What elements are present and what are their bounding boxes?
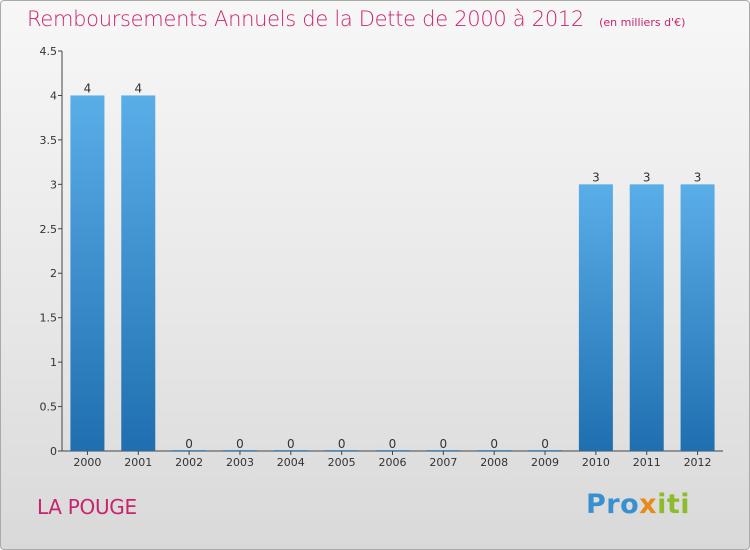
y-tick-label: 1: [50, 356, 57, 369]
logo-part-1: Pro: [586, 489, 640, 520]
y-tick-label: 4: [50, 89, 57, 102]
bar-value-label: 4: [84, 81, 92, 95]
bar-value-label: 3: [592, 170, 600, 184]
bar: [629, 184, 664, 452]
bar-value-label: 0: [338, 437, 346, 451]
x-tick-label: 2004: [277, 456, 305, 469]
bar-value-label: 3: [643, 170, 651, 184]
bar-value-label: 3: [694, 170, 702, 184]
y-tick-label: 2: [50, 267, 57, 280]
bar-value-label: 0: [440, 437, 448, 451]
x-tick-label: 2003: [226, 456, 254, 469]
bar-value-label: 0: [236, 437, 244, 451]
bar: [70, 95, 105, 451]
y-tick-label: 2.5: [40, 223, 58, 236]
chart-title-text: Remboursements Annuels de la Dette de 20…: [27, 7, 584, 31]
y-tick-label: 3.5: [40, 134, 58, 147]
y-tick-label: 0.5: [40, 401, 58, 414]
logo-part-2: x: [639, 489, 658, 520]
x-tick-label: 2011: [633, 456, 661, 469]
proxiti-logo[interactable]: Proxiti: [586, 489, 690, 520]
commune-name: LA POUGE: [37, 495, 137, 519]
x-tick-label: 2002: [175, 456, 203, 469]
y-tick-label: 3: [50, 178, 57, 191]
bar: [578, 184, 613, 452]
bar-value-label: 0: [490, 437, 498, 451]
x-tick-label: 2012: [684, 456, 712, 469]
bar-value-label: 0: [287, 437, 295, 451]
x-tick-label: 2000: [73, 456, 101, 469]
x-tick-label: 2010: [582, 456, 610, 469]
y-tick-label: 1.5: [40, 312, 58, 325]
x-tick-label: 2008: [480, 456, 508, 469]
bar-value-label: 0: [389, 437, 397, 451]
y-tick-label: 0: [50, 445, 57, 458]
y-tick-label: 4.5: [40, 45, 58, 58]
bar: [680, 184, 715, 452]
x-tick-label: 2007: [429, 456, 457, 469]
bar: [121, 95, 156, 451]
bar-value-label: 4: [134, 81, 142, 95]
x-tick-label: 2006: [379, 456, 407, 469]
chart-unit: (en milliers d'€): [599, 16, 686, 29]
x-tick-label: 2009: [531, 456, 559, 469]
x-tick-label: 2001: [124, 456, 152, 469]
logo-part-3: iti: [657, 489, 690, 520]
x-tick-label: 2005: [328, 456, 356, 469]
chart-title: Remboursements Annuels de la Dette de 20…: [27, 7, 685, 31]
bar-value-label: 0: [541, 437, 549, 451]
bar-value-label: 0: [185, 437, 193, 451]
